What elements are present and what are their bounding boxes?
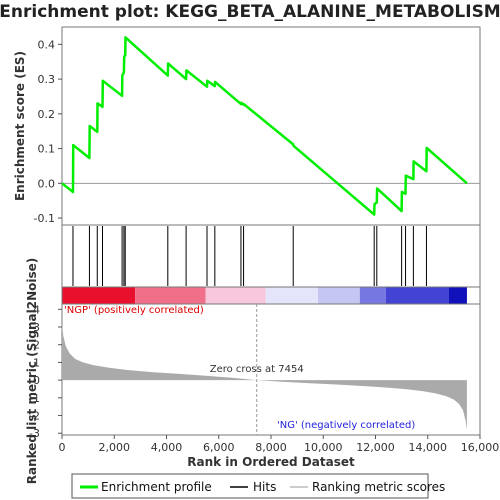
band-segment bbox=[359, 287, 386, 304]
metric-y-axis-label: Ranked list metric (Signal2Noise) bbox=[25, 258, 39, 485]
chart-title: Enrichment plot: KEGG_BETA_ALANINE_METAB… bbox=[0, 2, 500, 22]
legend-label-ranking-metric: Ranking metric scores bbox=[312, 480, 445, 494]
xtick-label: 4,000 bbox=[151, 441, 183, 454]
zero-cross-annotation: Zero cross at 7454 bbox=[210, 364, 304, 375]
x-axis-label: Rank in Ordered Dataset bbox=[187, 455, 355, 469]
band-segment bbox=[135, 287, 206, 304]
xtick-label: 10,000 bbox=[304, 441, 343, 454]
ranking-color-band bbox=[61, 286, 481, 305]
metric-ytick-label: 1 bbox=[33, 356, 40, 369]
metric-ytick-label: -2 bbox=[29, 410, 40, 423]
legend-label-hits: Hits bbox=[253, 480, 276, 494]
metric-ytick-label: 3 bbox=[33, 321, 40, 334]
legend-box bbox=[71, 473, 429, 499]
negative-correlation-label: 'NG' (negatively correlated) bbox=[277, 420, 415, 431]
es-ytick-label: 0.1 bbox=[38, 143, 56, 156]
xtick-label: 14,000 bbox=[409, 441, 448, 454]
band-segment bbox=[205, 287, 266, 304]
enrichment-profile-line bbox=[61, 36, 468, 216]
es-ytick-label: -0.1 bbox=[34, 212, 55, 225]
hits-panel bbox=[61, 224, 481, 288]
band-segment bbox=[265, 287, 319, 304]
metric-ytick-label: -1 bbox=[29, 392, 40, 405]
xtick-label: 8,000 bbox=[255, 441, 287, 454]
es-ytick-label: 0.2 bbox=[38, 108, 56, 121]
metric-ytick-label: 2 bbox=[33, 339, 40, 352]
hits-frame bbox=[61, 224, 481, 288]
legend-label-enrichment-profile: Enrichment profile bbox=[101, 480, 212, 494]
band-segment bbox=[448, 287, 467, 304]
xtick-label: 6,000 bbox=[203, 441, 235, 454]
band-segment bbox=[62, 287, 136, 304]
enrichment-score-panel: -0.1 0.0 0.1 0.2 0.3 0.4 Enrichment score (ES… bbox=[13, 26, 481, 226]
band-segment bbox=[318, 287, 360, 304]
xtick-label: 16,000 bbox=[461, 441, 500, 454]
ranking-metric-area bbox=[62, 323, 467, 430]
es-ytick-label: 0.0 bbox=[38, 177, 56, 190]
positive-correlation-label: 'NGP' (positively correlated) bbox=[64, 305, 204, 316]
es-ytick-label: 0.4 bbox=[38, 38, 56, 51]
es-y-axis-label: Enrichment score (ES) bbox=[13, 51, 27, 201]
xtick-label: 2,000 bbox=[99, 441, 131, 454]
metric-ytick-label: 0 bbox=[33, 374, 40, 387]
ranked-metric-panel: -3 -2 -1 0 1 2 3 4 0 2,000 4,000 6,000 8,000 10,000 1… bbox=[25, 258, 499, 485]
xtick-label: 12,000 bbox=[356, 441, 395, 454]
metric-ytick-label: 4 bbox=[33, 303, 40, 316]
es-ytick-label: 0.3 bbox=[38, 73, 56, 86]
metric-ytick-label: -3 bbox=[29, 427, 40, 440]
legend: Enrichment profile Hits Ranking metric s… bbox=[71, 473, 445, 499]
band-segment bbox=[385, 287, 449, 304]
xtick-label: 0 bbox=[59, 441, 66, 454]
